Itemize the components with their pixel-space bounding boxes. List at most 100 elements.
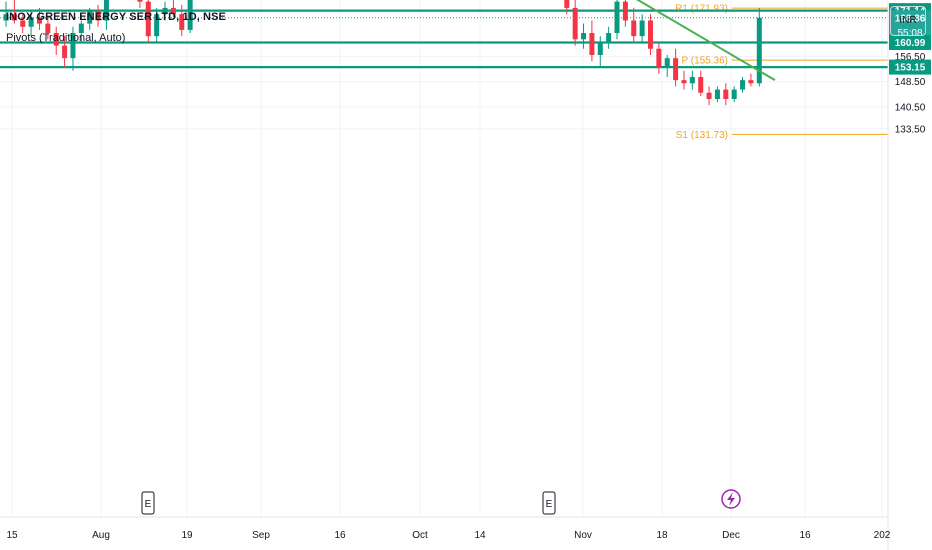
candle: [731, 86, 737, 103]
candle-body: [731, 89, 737, 99]
candle: [95, 4, 101, 27]
candle-body: [740, 80, 746, 90]
candle: [564, 0, 570, 15]
earnings-marker-box: [141, 491, 155, 515]
candle: [681, 70, 687, 90]
time-axis[interactable]: 15 Aug 19 Sep 16 Oct 14 Nov 18 Dec 16 202: [0, 516, 891, 541]
symbol-title[interactable]: INOX GREEN ENERGY SER LTD, 1D, NSE: [6, 11, 226, 23]
candle-body: [689, 77, 695, 84]
time-tick-label: Aug: [92, 530, 110, 541]
candle-body: [78, 23, 84, 34]
candle-body: [581, 33, 587, 40]
candle: [698, 70, 704, 96]
candle: [689, 70, 695, 90]
candle: [45, 17, 51, 40]
candle: [78, 20, 84, 43]
candle: [170, 0, 176, 18]
indicator-label[interactable]: Pivots (Traditional, Auto): [6, 32, 126, 44]
candle: [622, 0, 628, 27]
candle-body: [597, 42, 603, 56]
pivot-levels: R5 (245.25)R4 (228.69)R3 (212.13)R2 (195…: [675, 4, 888, 141]
price-badge-label: 153.15: [895, 63, 926, 74]
time-tick-label: Sep: [252, 530, 270, 541]
candle: [145, 0, 151, 43]
candle: [87, 7, 93, 30]
candle-body: [145, 1, 151, 37]
price-badge-label: 168.86: [895, 13, 926, 24]
candle-body: [572, 7, 578, 40]
candle: [36, 7, 42, 30]
candlesticks: [3, 0, 762, 106]
candle: [714, 86, 720, 103]
candle: [664, 55, 670, 77]
earnings-marker: E: [141, 491, 155, 515]
candle-body: [3, 14, 9, 21]
candle-body: [589, 33, 595, 56]
candle: [740, 77, 746, 93]
earnings-marker-label: E: [546, 499, 553, 510]
candle: [179, 4, 185, 37]
candle-body: [723, 89, 729, 99]
candle: [103, 0, 109, 30]
candle-body: [706, 92, 712, 99]
candle-body: [87, 11, 93, 24]
candle-body: [681, 80, 687, 84]
candle-body: [20, 20, 26, 27]
candle-body: [622, 1, 628, 21]
currency-button[interactable]: INR: [890, 6, 926, 36]
candle: [606, 26, 612, 49]
candle-body: [631, 20, 637, 37]
pivot-label: S1 (131.73): [676, 130, 728, 141]
time-tick-label: 202: [874, 530, 891, 541]
price-badge: [889, 34, 931, 50]
candle-body: [179, 14, 185, 30]
candle: [3, 1, 9, 27]
trendline: [636, 0, 776, 82]
price-tick-label: 148.50: [895, 77, 926, 88]
trendline-group[interactable]: [351, 0, 776, 82]
lightning-icon-bolt: [727, 492, 735, 506]
lightning-icon: [721, 489, 741, 509]
candle: [162, 1, 168, 21]
candle-body: [70, 33, 76, 59]
grid-lines: [0, 0, 888, 516]
candle-body: [656, 48, 662, 68]
time-tick-label: 16: [799, 530, 811, 541]
pivot-label: P (155.36): [681, 56, 728, 67]
candle-body: [647, 20, 653, 49]
time-tick-label: Dec: [722, 530, 740, 541]
candle-body: [673, 58, 679, 81]
candle-body: [664, 58, 670, 68]
candle-body: [95, 11, 101, 21]
candle: [11, 0, 17, 24]
candle-body: [170, 7, 176, 15]
candle-body: [748, 80, 754, 84]
price-tick-label: 156.50: [895, 52, 926, 63]
candle-body: [137, 0, 143, 2]
candle: [639, 14, 645, 43]
candle: [614, 0, 620, 40]
price-tick-label: 140.50: [895, 102, 926, 113]
time-tick-label: Oct: [412, 530, 428, 541]
time-tick-label: Nov: [574, 530, 592, 541]
candle: [748, 73, 754, 87]
price-axis-bg: [888, 0, 932, 550]
candle-body: [154, 14, 160, 37]
candle-body: [614, 1, 620, 34]
candle-body: [45, 23, 51, 34]
candle-body: [28, 17, 34, 27]
candle: [631, 7, 637, 43]
candle: [756, 7, 762, 87]
candle: [656, 42, 662, 74]
earnings-marker-box: [542, 491, 556, 515]
candle: [581, 23, 587, 49]
candle-body: [103, 0, 109, 21]
price-tick-label: 133.50: [895, 124, 926, 135]
candle-body: [714, 89, 720, 99]
candle-body: [162, 7, 168, 15]
pivot-label: R1 (171.93): [675, 4, 728, 15]
price-axis[interactable]: 133.50140.50148.50156.50200.00210.00230.…: [887, 0, 932, 550]
candle-body: [62, 45, 68, 59]
